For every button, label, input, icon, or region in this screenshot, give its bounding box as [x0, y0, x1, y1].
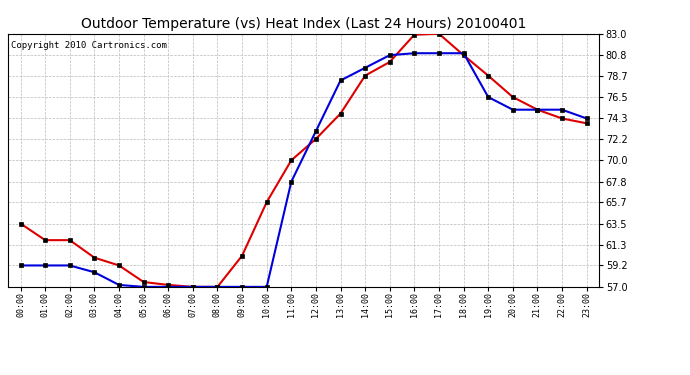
Text: Outdoor Temperature (vs) Heat Index (Last 24 Hours) 20100401: Outdoor Temperature (vs) Heat Index (Las…	[81, 17, 526, 31]
Text: Copyright 2010 Cartronics.com: Copyright 2010 Cartronics.com	[11, 41, 167, 50]
